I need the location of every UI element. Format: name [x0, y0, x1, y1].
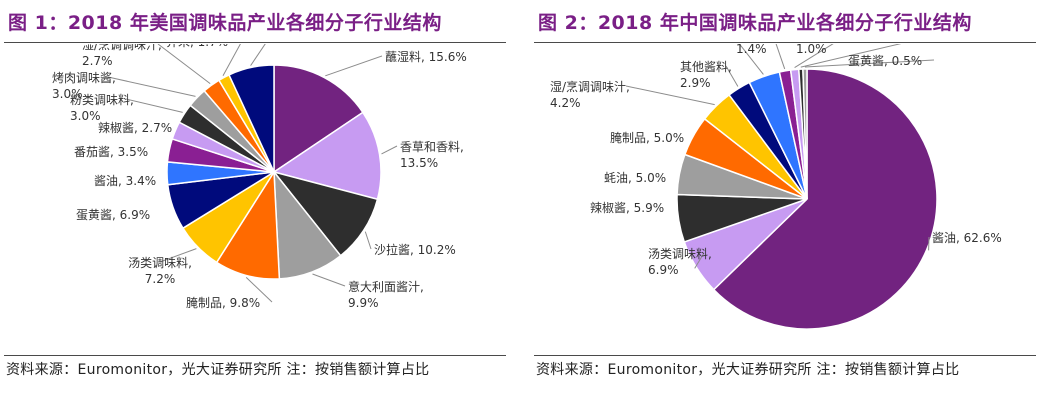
leader-line-cn-6 [725, 65, 739, 87]
leader-line-cn-8 [775, 44, 786, 70]
source-divider [4, 355, 506, 356]
slice-label-us-2: 沙拉酱, 10.2% [374, 242, 456, 257]
leader-line-us-14 [250, 44, 266, 66]
leader-line-us-4 [245, 277, 273, 303]
pie-slice-cn-0 [712, 68, 938, 330]
leader-line-cn-5 [625, 85, 715, 106]
chart-title-us: 图 1：2018 年美国调味品产业各细分子行业结构 [8, 12, 442, 34]
slice-label-cn-2: 辣椒酱, 5.9% [590, 200, 664, 215]
slice-label-us-0: 蘸湿料, 15.6% [385, 49, 467, 64]
slice-label-us-4: 腌制品, 9.8% [186, 296, 260, 310]
leader-line-us-11 [107, 76, 196, 97]
source-note-cn: 资料来源：Euromonitor，光大证券研究所 注：按销售额计算占比 [536, 362, 960, 378]
leader-line-us-3 [312, 273, 346, 287]
slice-label-cn-0: 酱油, 62.6% [932, 230, 1002, 245]
slice-label-cn-1: 汤类调味料, 6.9% [648, 247, 712, 277]
leader-line-us-2 [364, 231, 372, 250]
leader-line-cn-10 [800, 44, 902, 68]
leader-line-cn-11 [804, 59, 935, 68]
pie-slice-cn-11 [802, 68, 808, 200]
leader-line-us-0 [325, 55, 383, 77]
slice-label-cn-4: 腌制品, 5.0% [610, 131, 684, 145]
pie-slice-us-14 [228, 64, 275, 173]
slice-label-us-3: 意大利面酱汁, 9.9% [348, 279, 424, 310]
slice-label-us-7: 酱油, 3.4% [94, 173, 156, 188]
chart-panel-us: 图 1：2018 年美国调味品产业各细分子行业结构 蘸湿料, 15.6% 香草和香… [0, 0, 512, 413]
pie-slice-us-1 [272, 111, 382, 201]
chart-panel-cn: 图 2：2018 年中国调味品产业各细分子行业结构 酱油, 62.6% 汤类调味料… [530, 0, 1042, 413]
slice-label-us-8: 番茄酱, 3.5% [74, 144, 148, 159]
slice-label-cn-6: 其他酱料, 2.9% [680, 59, 732, 90]
pie-slice-us-0 [273, 64, 364, 174]
leader-line-cn-1 [694, 252, 705, 269]
leader-line-cn-9 [794, 44, 834, 69]
slice-label-cn-11: 蛋黄酱, 0.5% [848, 53, 922, 68]
chart-title-cn: 图 2：2018 年中国调味品产业各细分子行业结构 [538, 12, 972, 34]
leader-line-cn-7 [738, 44, 764, 75]
slice-label-us-5: 汤类调味料, 7.2% [128, 256, 192, 286]
slice-label-cn-9: 香草和香料,1.0% [796, 44, 860, 56]
source-divider [534, 355, 1036, 356]
leader-line-us-5 [159, 248, 197, 263]
slice-label-us-9: 辣椒酱, 2.7% [98, 120, 172, 135]
leader-line-us-13 [222, 44, 241, 76]
slice-label-us-13: 芥末, 1.7% [166, 44, 228, 49]
title-divider [534, 42, 1036, 43]
slice-label-us-10: 粉类调味料, 3.0% [70, 93, 134, 123]
slice-label-us-11: 烤肉调味酱, 3.0% [52, 70, 116, 101]
title-divider [4, 42, 506, 43]
pie-chart-us: 蘸湿料, 15.6% 香草和香料, 13.5% 沙拉酱, 10.2% 意大利面酱汁, 9.… [52, 44, 467, 310]
slice-label-us-1: 香草和香料, 13.5% [400, 140, 464, 170]
slice-label-us-12: 湿/烹调调味汁, 2.7% [82, 44, 162, 68]
slice-label-cn-7: 味精, 3.9% [658, 44, 720, 45]
source-note-us: 资料来源：Euromonitor，光大证券研究所 注：按销售额计算占比 [6, 362, 430, 378]
slice-label-us-14: 其他调味品,6.9% [224, 44, 288, 46]
slice-label-cn-8: 番茄酱,1.4% [736, 44, 776, 56]
slice-label-us-6: 蛋黄酱, 6.9% [76, 207, 150, 222]
leader-line-us-12 [157, 44, 211, 84]
slice-label-cn-5: 湿/烹调调味汁, 4.2% [550, 79, 630, 110]
pie-chart-cn: 酱油, 62.6% 汤类调味料, 6.9% 辣椒酱, 5.9% 蚝油, 5.0% 腌制品,… [550, 44, 1002, 330]
slice-label-cn-3: 蚝油, 5.0% [604, 171, 666, 185]
leader-line-us-10 [125, 98, 183, 113]
leader-line-us-1 [381, 145, 398, 155]
